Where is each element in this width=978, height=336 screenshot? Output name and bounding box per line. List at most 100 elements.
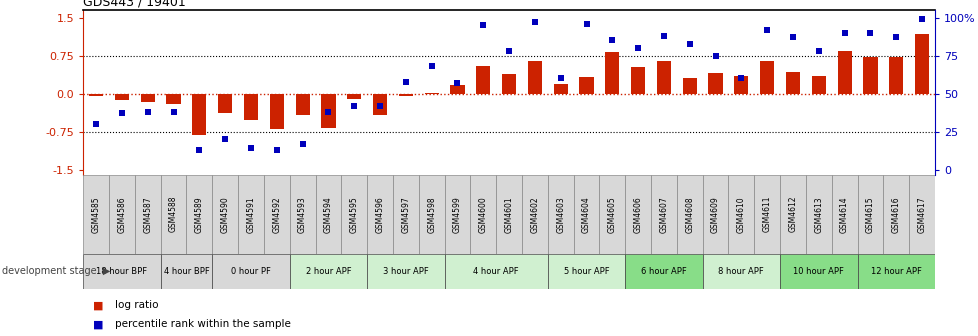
Bar xyxy=(496,175,521,254)
Point xyxy=(269,147,285,153)
Text: GSM4599: GSM4599 xyxy=(453,196,462,233)
Bar xyxy=(419,175,444,254)
Bar xyxy=(676,175,702,254)
Bar xyxy=(785,72,799,94)
Bar xyxy=(863,57,876,94)
Bar xyxy=(548,254,625,289)
Text: ■: ■ xyxy=(93,319,104,329)
Text: 18 hour BPF: 18 hour BPF xyxy=(96,267,148,276)
Bar xyxy=(141,94,155,102)
Bar xyxy=(160,254,212,289)
Point xyxy=(114,111,130,116)
Point xyxy=(887,35,903,40)
Text: GSM4616: GSM4616 xyxy=(891,196,900,233)
Text: 4 hour APF: 4 hour APF xyxy=(473,267,518,276)
Bar xyxy=(475,66,490,94)
Text: GSM4597: GSM4597 xyxy=(401,196,410,233)
Text: 8 hour APF: 8 hour APF xyxy=(718,267,764,276)
Bar xyxy=(398,94,413,96)
Point xyxy=(682,41,697,46)
Text: GSM4587: GSM4587 xyxy=(143,196,153,233)
Point xyxy=(707,53,723,58)
Text: GSM4585: GSM4585 xyxy=(92,196,101,233)
Text: GSM4602: GSM4602 xyxy=(530,196,539,233)
Bar xyxy=(857,254,934,289)
Text: GSM4612: GSM4612 xyxy=(787,196,797,233)
Bar xyxy=(888,57,903,94)
Point xyxy=(192,147,207,153)
Text: GSM4611: GSM4611 xyxy=(762,196,771,233)
Bar xyxy=(728,175,753,254)
Text: 2 hour APF: 2 hour APF xyxy=(305,267,351,276)
Bar xyxy=(264,175,289,254)
Point xyxy=(862,30,877,36)
Bar xyxy=(548,175,573,254)
Text: GSM4600: GSM4600 xyxy=(478,196,487,233)
Point xyxy=(603,38,619,43)
Bar xyxy=(914,34,928,94)
Bar xyxy=(212,254,289,289)
Point xyxy=(501,48,516,54)
Point xyxy=(217,136,233,142)
Bar xyxy=(734,76,748,94)
Bar xyxy=(212,175,238,254)
Point xyxy=(784,35,800,40)
Text: GSM4592: GSM4592 xyxy=(272,196,281,233)
Bar xyxy=(114,94,129,100)
Bar xyxy=(341,175,367,254)
Bar xyxy=(347,94,361,99)
Bar xyxy=(553,84,567,94)
Bar xyxy=(573,175,599,254)
Text: GSM4591: GSM4591 xyxy=(246,196,255,233)
Point xyxy=(423,64,439,69)
Bar xyxy=(759,61,774,94)
Point xyxy=(578,21,594,27)
Bar xyxy=(289,175,315,254)
Bar xyxy=(186,175,212,254)
Bar xyxy=(779,254,857,289)
Bar xyxy=(604,52,619,94)
Bar xyxy=(857,175,882,254)
Text: 0 hour PF: 0 hour PF xyxy=(231,267,271,276)
Bar xyxy=(166,94,181,104)
Text: GSM4608: GSM4608 xyxy=(685,196,693,233)
Text: GSM4598: GSM4598 xyxy=(426,196,436,233)
Point xyxy=(630,45,645,51)
Text: 10 hour APF: 10 hour APF xyxy=(792,267,843,276)
Text: percentile rank within the sample: percentile rank within the sample xyxy=(114,319,290,329)
Text: GSM4595: GSM4595 xyxy=(349,196,358,233)
Bar xyxy=(450,85,465,94)
Point xyxy=(810,48,825,54)
Text: GSM4605: GSM4605 xyxy=(607,196,616,233)
Point xyxy=(836,30,852,36)
Bar xyxy=(625,254,702,289)
Text: GSM4604: GSM4604 xyxy=(581,196,591,233)
Bar xyxy=(444,175,469,254)
Bar xyxy=(295,94,309,116)
Bar xyxy=(502,74,515,94)
Point xyxy=(346,103,362,109)
Point xyxy=(475,23,491,28)
Bar xyxy=(244,94,258,120)
Bar xyxy=(753,175,779,254)
Bar xyxy=(909,175,934,254)
Point xyxy=(733,76,748,81)
Text: log ratio: log ratio xyxy=(114,300,157,310)
Text: GSM4607: GSM4607 xyxy=(659,196,668,233)
Bar xyxy=(238,175,264,254)
Text: GSM4594: GSM4594 xyxy=(324,196,333,233)
Text: GSM4586: GSM4586 xyxy=(117,196,126,233)
Text: GSM4588: GSM4588 xyxy=(169,196,178,233)
Bar xyxy=(527,61,542,94)
Text: GSM4614: GSM4614 xyxy=(839,196,848,233)
Point xyxy=(372,103,387,109)
Bar xyxy=(192,94,206,135)
Bar xyxy=(656,61,670,94)
Bar xyxy=(218,94,232,113)
Bar xyxy=(289,254,367,289)
Point xyxy=(243,146,258,151)
Bar xyxy=(321,94,335,128)
Text: GSM4613: GSM4613 xyxy=(814,196,822,233)
Text: 5 hour APF: 5 hour APF xyxy=(563,267,608,276)
Text: 12 hour APF: 12 hour APF xyxy=(869,267,920,276)
